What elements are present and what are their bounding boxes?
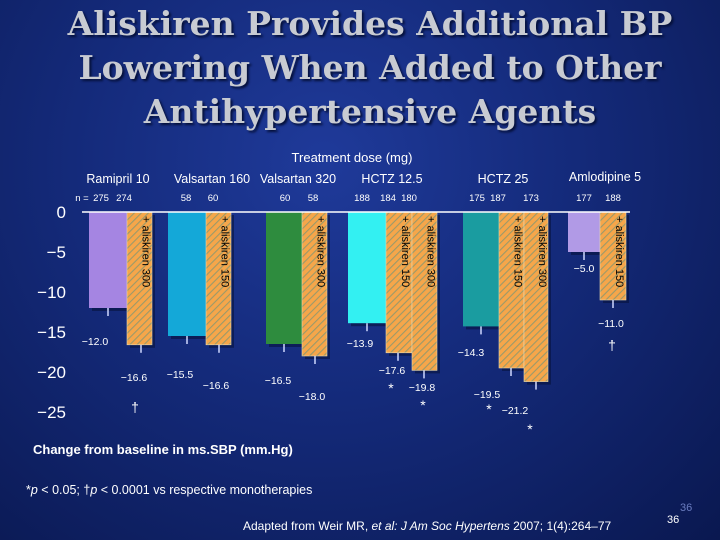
- source-citation: Adapted from Weir MR, et al: J Am Soc Hy…: [243, 519, 611, 533]
- bar: [168, 212, 206, 336]
- bar: [599, 211, 627, 301]
- source-suffix: 2007; 1(4):264–77: [509, 519, 612, 533]
- bar: [126, 211, 153, 346]
- value-label: −19.5: [474, 389, 501, 401]
- value-label: −21.2: [502, 405, 529, 417]
- n-value: 60: [280, 193, 291, 204]
- bar: [411, 211, 438, 371]
- page-number: 36: [667, 514, 680, 526]
- combo-label: + aliskiren 300: [140, 216, 152, 287]
- n-label: n =: [75, 193, 89, 204]
- n-value: 58: [308, 193, 319, 204]
- bar: [523, 211, 549, 382]
- combo-label: + aliskiren 300: [425, 216, 437, 287]
- significance-marker: †: [131, 399, 139, 415]
- value-label: −12.0: [82, 336, 109, 348]
- group-label: Valsartan 320: [260, 172, 336, 186]
- footnote-p: p: [30, 483, 38, 497]
- significance-marker: *: [527, 421, 533, 437]
- bar: [348, 212, 386, 324]
- significance-marker: *: [420, 397, 426, 413]
- group-label: HCTZ 25: [478, 172, 529, 186]
- significance-marker: *: [388, 380, 394, 396]
- bar: [266, 212, 302, 344]
- value-label: −14.3: [458, 347, 485, 359]
- footnote-text: < 0.05;: [37, 483, 84, 497]
- value-label: −18.0: [299, 391, 326, 403]
- n-value: 60: [208, 193, 219, 204]
- n-value: 175: [469, 193, 485, 204]
- y-tick-label: 0: [57, 203, 66, 222]
- footnote-text-2: < 0.0001 vs respective monotherapies: [97, 483, 313, 497]
- y-tick-label: −15: [37, 323, 66, 342]
- significance-marker: †: [608, 337, 616, 353]
- group-label: HCTZ 12.5: [361, 172, 422, 186]
- significance-marker: *: [486, 401, 492, 417]
- combo-label: + aliskiren 300: [536, 216, 548, 287]
- n-value: 274: [116, 193, 132, 204]
- page-number-shadow: 36: [680, 502, 693, 514]
- n-value: 188: [605, 193, 621, 204]
- y-tick-label: −25: [37, 403, 66, 422]
- combo-label: + aliskiren 150: [399, 216, 411, 287]
- n-value: 188: [354, 193, 370, 204]
- y-tick-label: −10: [37, 283, 66, 302]
- combo-label: + aliskiren 150: [613, 216, 625, 287]
- combo-label: + aliskiren 300: [315, 216, 327, 287]
- n-value: 187: [490, 193, 506, 204]
- bar: [463, 212, 499, 327]
- bar: [89, 212, 127, 308]
- footnote-significance: *p < 0.05; †p < 0.0001 vs respective mon…: [26, 483, 312, 497]
- value-label: −16.6: [203, 380, 230, 392]
- group-label: Valsartan 160: [174, 172, 250, 186]
- group-label: Ramipril 10: [86, 172, 149, 186]
- bar: [568, 212, 600, 252]
- n-value: 58: [181, 193, 192, 204]
- bar: [498, 211, 525, 369]
- slide-title: Aliskiren Provides Additional BP Lowerin…: [67, 4, 673, 131]
- chart-title: Treatment dose (mg): [292, 150, 413, 165]
- source-journal: et al: J Am Soc Hypertens: [371, 519, 510, 533]
- n-value: 275: [93, 193, 109, 204]
- footnote-dagger: †: [83, 483, 91, 497]
- value-label: −16.5: [265, 375, 292, 387]
- n-value: 173: [523, 193, 539, 204]
- value-label: −11.0: [598, 318, 624, 330]
- source-prefix: Adapted from Weir MR,: [243, 519, 372, 533]
- combo-label: + aliskiren 150: [219, 216, 231, 287]
- value-label: −16.6: [121, 372, 148, 384]
- bar: [385, 211, 413, 354]
- y-tick-label: −20: [37, 363, 66, 382]
- n-value: 177: [576, 193, 592, 204]
- n-value: 180: [401, 193, 417, 204]
- value-label: −19.8: [409, 382, 436, 394]
- group-label: Amlodipine 5: [569, 170, 641, 184]
- combo-label: + aliskiren 150: [512, 216, 524, 287]
- footnote-star: *: [26, 483, 31, 497]
- n-value: 184: [380, 193, 396, 204]
- bar: [205, 211, 232, 346]
- footnote-p2: p: [90, 483, 98, 497]
- value-label: −13.9: [347, 338, 374, 350]
- value-label: −15.5: [167, 369, 194, 381]
- y-axis-label: Change from baseline in ms.SBP (mm.Hg): [33, 442, 293, 457]
- value-label: −5.0: [574, 263, 595, 275]
- y-tick-label: −5: [47, 243, 66, 262]
- value-label: −17.6: [379, 365, 406, 377]
